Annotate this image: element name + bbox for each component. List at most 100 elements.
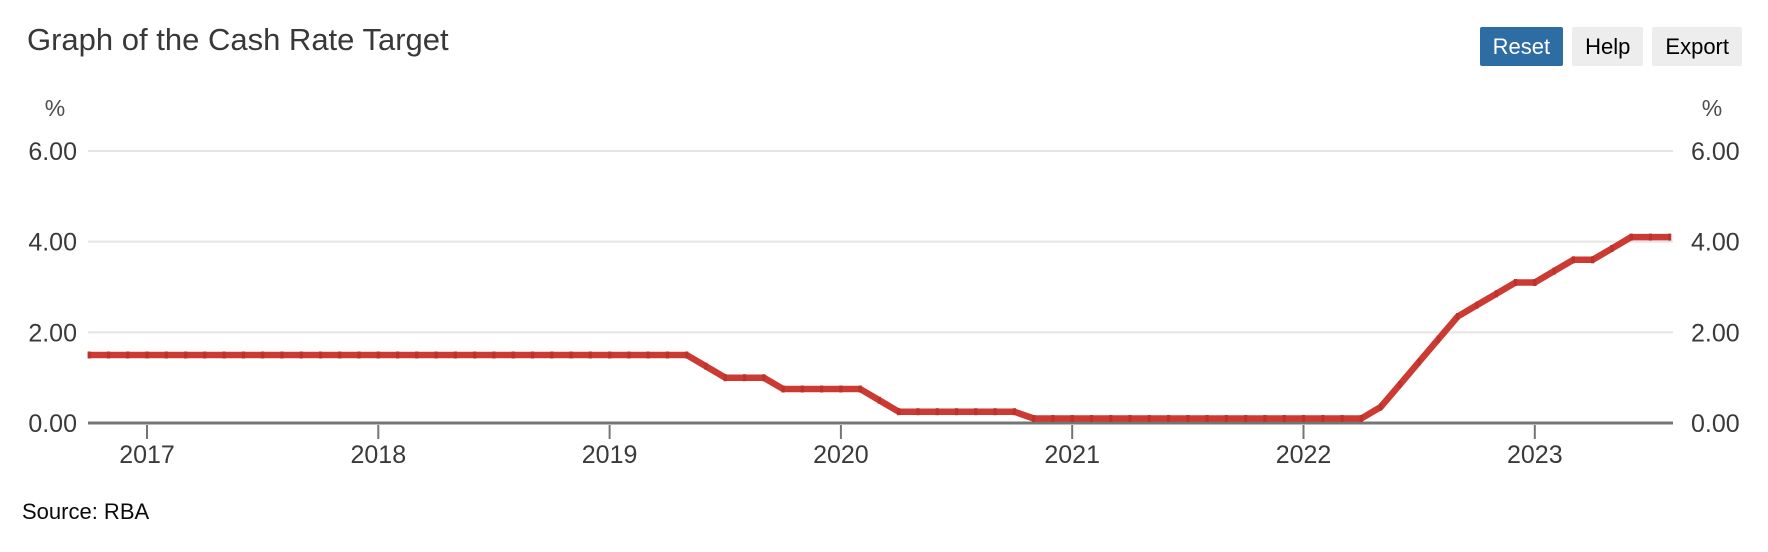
data-point-marker bbox=[415, 351, 419, 359]
data-point-marker bbox=[1668, 233, 1672, 241]
data-point-marker bbox=[781, 385, 785, 393]
data-point-marker bbox=[1513, 279, 1518, 286]
data-point-marker bbox=[376, 351, 380, 359]
y-tick-label-left: 6.00 bbox=[28, 138, 77, 166]
data-point-marker bbox=[1109, 415, 1113, 422]
data-point-marker bbox=[569, 351, 573, 359]
data-point-marker bbox=[1436, 335, 1440, 343]
data-point-marker bbox=[1205, 415, 1209, 422]
data-point-marker bbox=[1224, 415, 1228, 422]
year-tick-label: 2019 bbox=[582, 441, 638, 469]
data-point-marker bbox=[550, 351, 554, 359]
data-point-marker bbox=[280, 351, 284, 359]
data-point-marker bbox=[203, 351, 207, 359]
data-point-marker bbox=[665, 351, 669, 359]
data-point-marker bbox=[338, 351, 342, 359]
data-point-marker bbox=[1610, 245, 1614, 252]
reset-button[interactable]: Reset bbox=[1479, 27, 1564, 66]
data-point-marker bbox=[685, 351, 689, 359]
data-point-marker bbox=[1552, 267, 1556, 275]
y-tick-label-left: 4.00 bbox=[28, 229, 77, 257]
data-point-marker bbox=[588, 351, 592, 359]
data-point-marker bbox=[1244, 415, 1248, 422]
chart-toolbar: Reset Help Export bbox=[1479, 27, 1742, 66]
data-point-marker bbox=[993, 408, 997, 416]
data-point-marker bbox=[1263, 415, 1267, 422]
data-point-marker bbox=[897, 408, 901, 416]
data-point-marker bbox=[1648, 233, 1652, 241]
data-point-marker bbox=[145, 351, 149, 359]
data-point-marker bbox=[1571, 256, 1575, 264]
data-point-marker bbox=[1494, 290, 1498, 298]
data-point-marker bbox=[222, 351, 226, 359]
data-point-marker bbox=[858, 385, 862, 393]
data-point-marker bbox=[1629, 233, 1633, 241]
data-point-marker bbox=[1591, 256, 1595, 264]
data-point-marker bbox=[1301, 415, 1306, 422]
data-point-marker bbox=[511, 351, 515, 359]
y-tick-label-left: 2.00 bbox=[28, 319, 77, 347]
page-title: Graph of the Cash Rate Target bbox=[27, 22, 449, 57]
data-point-marker bbox=[530, 351, 535, 359]
data-point-marker bbox=[646, 351, 650, 359]
year-tick-label: 2020 bbox=[813, 441, 869, 469]
help-button[interactable]: Help bbox=[1572, 27, 1644, 66]
data-point-marker bbox=[1379, 403, 1383, 411]
data-point-marker bbox=[1475, 301, 1479, 309]
data-point-marker bbox=[1128, 415, 1132, 422]
data-point-marker bbox=[164, 351, 168, 359]
year-tick-label: 2022 bbox=[1276, 441, 1332, 469]
data-point-marker bbox=[704, 362, 708, 370]
data-point-marker bbox=[916, 408, 920, 416]
data-point-marker bbox=[87, 351, 91, 359]
data-point-marker bbox=[241, 351, 245, 359]
data-point-marker bbox=[184, 351, 188, 359]
data-point-marker bbox=[1032, 415, 1036, 422]
data-point-marker bbox=[473, 351, 477, 359]
data-point-marker bbox=[453, 351, 457, 359]
data-point-marker bbox=[608, 351, 612, 359]
data-point-marker bbox=[1340, 415, 1344, 422]
y-tick-label-left: 0.00 bbox=[28, 410, 77, 438]
data-point-marker bbox=[106, 351, 111, 359]
data-point-marker bbox=[1398, 381, 1402, 388]
data-point-marker bbox=[1147, 415, 1151, 422]
data-point-marker bbox=[1167, 415, 1171, 422]
data-point-marker bbox=[396, 351, 400, 359]
data-point-marker bbox=[742, 374, 747, 382]
data-point-marker bbox=[1186, 415, 1190, 422]
data-point-marker bbox=[1051, 415, 1055, 422]
year-tick-label: 2018 bbox=[350, 441, 406, 469]
export-button[interactable]: Export bbox=[1652, 27, 1742, 66]
unit-label-left: % bbox=[45, 95, 65, 121]
data-point-marker bbox=[492, 351, 496, 359]
data-point-marker bbox=[800, 385, 804, 393]
data-point-marker bbox=[839, 385, 843, 393]
data-point-marker bbox=[627, 351, 631, 359]
y-tick-label-right: 6.00 bbox=[1691, 138, 1740, 166]
data-point-marker bbox=[954, 408, 959, 416]
data-point-marker bbox=[434, 351, 438, 359]
data-point-marker bbox=[935, 408, 939, 416]
y-tick-label-right: 2.00 bbox=[1691, 319, 1740, 347]
source-note: Source: RBA bbox=[22, 499, 150, 524]
year-tick-label: 2023 bbox=[1507, 441, 1563, 469]
data-point-marker bbox=[1282, 415, 1286, 422]
data-point-marker bbox=[877, 396, 881, 404]
data-point-marker bbox=[974, 408, 978, 416]
data-point-marker bbox=[723, 374, 727, 382]
unit-label-right: % bbox=[1702, 95, 1722, 121]
data-point-marker bbox=[126, 351, 130, 359]
y-tick-label-right: 4.00 bbox=[1691, 229, 1740, 257]
data-point-marker bbox=[261, 351, 265, 359]
data-point-marker bbox=[1456, 313, 1460, 320]
data-point-marker bbox=[1321, 415, 1325, 422]
data-point-marker bbox=[1359, 415, 1363, 422]
data-point-marker bbox=[1070, 415, 1074, 422]
year-tick-label: 2021 bbox=[1044, 441, 1100, 469]
data-point-marker bbox=[820, 385, 824, 393]
cash-rate-line bbox=[85, 233, 1670, 422]
data-point-marker bbox=[1089, 415, 1094, 422]
